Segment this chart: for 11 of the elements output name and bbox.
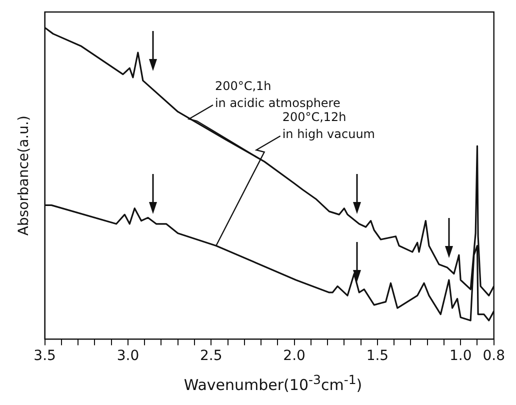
x-tick-label: 1.5 xyxy=(366,348,389,364)
x-tick-label: 0.8 xyxy=(482,348,505,364)
x-tick-label: 2.5 xyxy=(200,348,222,364)
y-axis-title: Absorbance(a.u.) xyxy=(16,116,32,236)
x-tick-label: 2.0 xyxy=(283,348,306,364)
x-tick-label: 3.5 xyxy=(34,348,56,364)
text: 3.0 xyxy=(116,348,140,364)
text: 200°C,12h in high vacuum xyxy=(282,110,376,142)
x-axis-title: Wavenumber(10$^{-3}$cm$^{-1}$) xyxy=(182,372,364,394)
series-label: 200°C,1h in acidic atmosphere xyxy=(214,79,340,110)
x-tick-label: 1.0 xyxy=(449,348,472,364)
